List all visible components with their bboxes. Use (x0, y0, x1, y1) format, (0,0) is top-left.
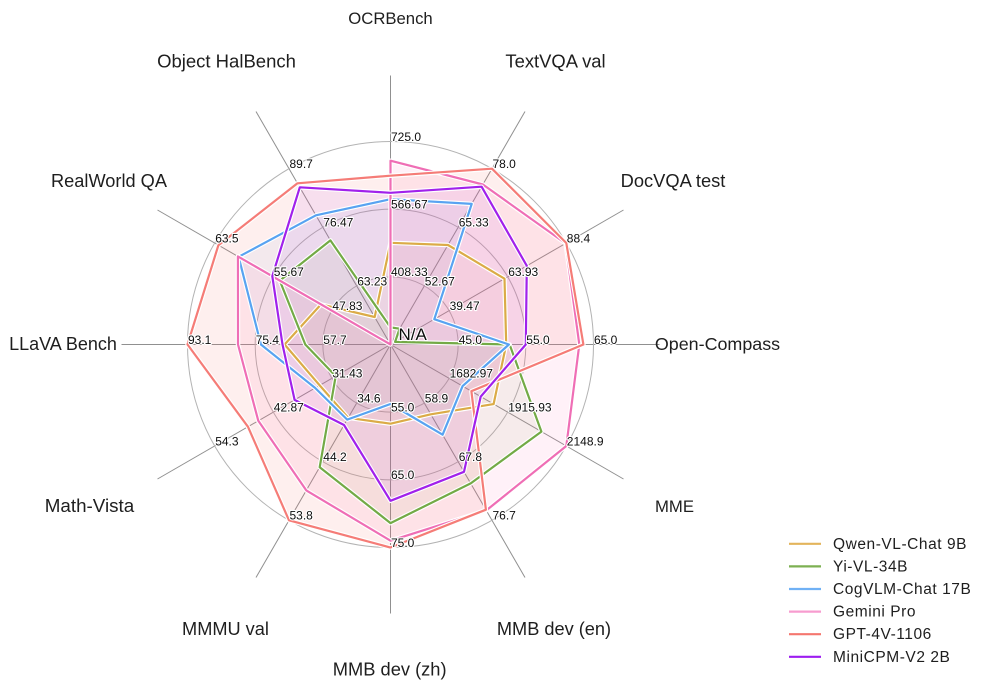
svg-text:93.1: 93.1 (188, 333, 212, 347)
svg-text:Math-Vista: Math-Vista (45, 495, 135, 516)
svg-text:1682.97: 1682.97 (450, 367, 494, 381)
svg-text:2148.9: 2148.9 (567, 434, 604, 448)
svg-text:MMB dev (zh): MMB dev (zh) (333, 658, 447, 679)
svg-text:Gemini Pro: Gemini Pro (833, 604, 916, 621)
svg-text:63.23: 63.23 (357, 274, 387, 288)
svg-text:76.47: 76.47 (323, 216, 353, 230)
svg-text:55.0: 55.0 (526, 333, 550, 347)
svg-text:31.43: 31.43 (332, 367, 362, 381)
svg-text:58.9: 58.9 (425, 392, 449, 406)
svg-text:Object HalBench: Object HalBench (157, 51, 296, 72)
svg-text:65.33: 65.33 (459, 216, 489, 230)
svg-text:N/A: N/A (399, 325, 428, 344)
svg-text:725.0: 725.0 (391, 130, 421, 144)
svg-text:78.0: 78.0 (493, 157, 517, 171)
svg-text:76.7: 76.7 (493, 509, 517, 523)
svg-text:TextVQA val: TextVQA val (505, 51, 605, 72)
svg-text:1915.93: 1915.93 (508, 401, 552, 415)
svg-text:CogVLM-Chat 17B: CogVLM-Chat 17B (833, 581, 971, 598)
svg-text:45.0: 45.0 (459, 333, 483, 347)
svg-text:53.8: 53.8 (290, 509, 314, 523)
svg-text:MME: MME (655, 497, 694, 516)
svg-text:408.33: 408.33 (391, 265, 428, 279)
svg-text:Yi-VL-34B: Yi-VL-34B (833, 558, 908, 575)
svg-text:52.67: 52.67 (425, 274, 455, 288)
svg-text:55.0: 55.0 (391, 401, 415, 415)
svg-text:GPT-4V-1106: GPT-4V-1106 (833, 626, 932, 643)
svg-text:75.0: 75.0 (391, 536, 415, 550)
svg-text:RealWorld QA: RealWorld QA (51, 171, 168, 191)
svg-text:MMMU val: MMMU val (182, 619, 269, 639)
svg-text:44.2: 44.2 (323, 450, 347, 464)
svg-text:57.7: 57.7 (323, 333, 347, 347)
svg-text:65.0: 65.0 (594, 333, 618, 347)
svg-text:MiniCPM-V2 2B: MiniCPM-V2 2B (833, 649, 950, 666)
svg-text:88.4: 88.4 (567, 231, 591, 245)
svg-text:63.5: 63.5 (215, 231, 239, 245)
svg-text:89.7: 89.7 (290, 157, 314, 171)
svg-text:54.3: 54.3 (215, 434, 239, 448)
svg-text:75.4: 75.4 (256, 333, 280, 347)
svg-text:67.8: 67.8 (459, 450, 483, 464)
svg-text:55.67: 55.67 (274, 265, 304, 279)
svg-text:MMB dev (en): MMB dev (en) (497, 619, 611, 639)
svg-text:65.0: 65.0 (391, 468, 415, 482)
svg-text:Open-Compass: Open-Compass (655, 334, 780, 354)
svg-text:34.6: 34.6 (357, 392, 381, 406)
svg-text:Qwen-VL-Chat 9B: Qwen-VL-Chat 9B (833, 536, 967, 553)
svg-text:LLaVA Bench: LLaVA Bench (9, 334, 117, 354)
svg-text:39.47: 39.47 (450, 299, 480, 313)
svg-text:63.93: 63.93 (508, 265, 538, 279)
svg-text:DocVQA test: DocVQA test (621, 170, 726, 191)
svg-text:42.87: 42.87 (274, 401, 304, 415)
svg-text:47.83: 47.83 (332, 299, 362, 313)
svg-text:566.67: 566.67 (391, 198, 428, 212)
svg-text:OCRBench: OCRBench (348, 9, 432, 28)
